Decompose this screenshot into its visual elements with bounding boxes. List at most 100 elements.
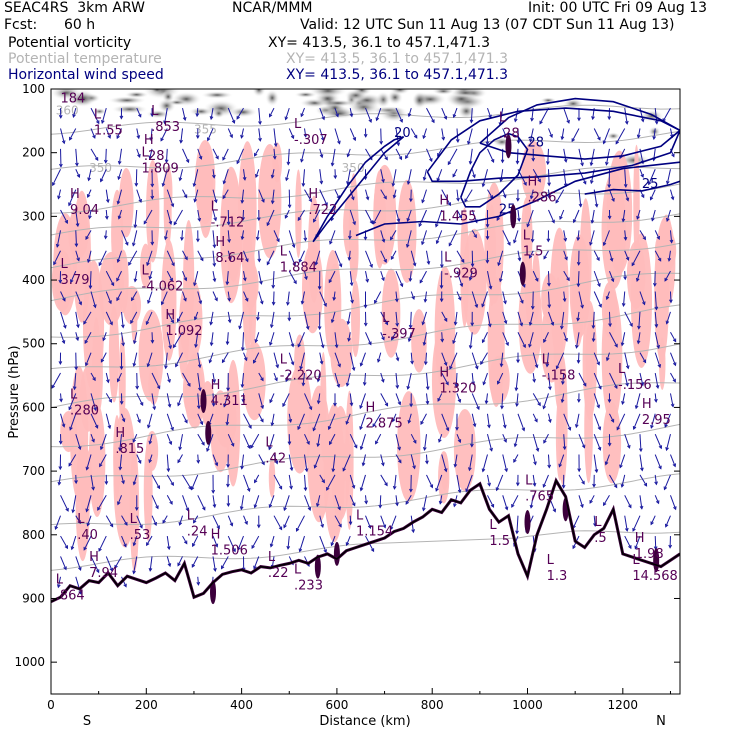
wind-vector-head — [555, 365, 560, 370]
extremum-label: H.28 — [144, 133, 165, 164]
wind-vector — [210, 332, 214, 346]
wind-vector-head — [455, 139, 460, 144]
wind-vector-head — [74, 243, 79, 248]
wind-vector-head — [192, 183, 197, 188]
wind-vector-head — [274, 377, 278, 382]
wind-vector-head — [173, 221, 178, 226]
wind-vector-head — [132, 481, 137, 486]
wind-vector — [60, 535, 68, 549]
wind-vector — [223, 393, 229, 407]
wind-vector-head — [137, 153, 141, 158]
wind-vector — [209, 352, 214, 363]
wind-vector-head — [214, 543, 219, 548]
wind-vector — [469, 332, 473, 349]
wind-vector — [563, 148, 567, 162]
wind-vector — [349, 271, 353, 286]
wind-vector-head — [670, 403, 675, 408]
wind-vector — [633, 413, 641, 430]
wind-vector-head — [91, 438, 95, 443]
wind-vector-head — [83, 546, 87, 551]
extremum-value: 14.568 — [632, 569, 678, 584]
wind-vector-head — [223, 403, 227, 408]
wind-vector — [212, 556, 216, 572]
wind-vector-head — [197, 217, 202, 222]
wind-vector — [57, 189, 62, 199]
wind-vector-head — [132, 340, 137, 345]
wind-vector-head — [271, 301, 276, 306]
wind-vector — [288, 250, 296, 266]
x-tick-label: 200 — [135, 698, 158, 712]
wind-vector — [502, 454, 508, 472]
wind-vector-head — [245, 258, 249, 263]
wind-vector-head — [150, 339, 155, 344]
pv-positive-patch — [198, 149, 214, 239]
wind-vector-head — [364, 500, 369, 505]
wind-vector — [60, 393, 62, 402]
wind-vector-head — [399, 283, 404, 288]
wind-vector-head — [231, 119, 236, 124]
wind-vector-head — [657, 364, 662, 369]
wind-vector-head — [365, 278, 370, 283]
wind-vector — [241, 454, 245, 469]
wind-vector-head — [418, 223, 422, 228]
wind-vector — [136, 454, 142, 464]
wind-vector — [426, 250, 430, 265]
wind-vector-head — [611, 198, 615, 203]
wind-vector-head — [104, 481, 109, 486]
wind-vector — [243, 474, 250, 492]
wind-vector — [639, 372, 644, 386]
wind-vector — [486, 413, 490, 428]
extremum-value: .28 — [499, 127, 520, 142]
wind-vector-head — [456, 197, 460, 202]
pv-dark-blob — [205, 420, 212, 445]
wind-vector — [287, 536, 290, 549]
wind-vector-head — [576, 237, 581, 242]
wind-vector — [456, 270, 463, 287]
wind-vector-head — [632, 527, 636, 532]
wind-vector — [456, 433, 461, 443]
wind-vector-head — [206, 447, 210, 453]
wind-vector-head — [196, 581, 201, 586]
wind-vector — [117, 169, 123, 180]
wind-vector-head — [229, 134, 233, 139]
wind-vector — [182, 495, 189, 511]
wind-vector-head — [101, 119, 105, 124]
wind-vector — [395, 311, 398, 326]
wind-vector-head — [632, 426, 637, 431]
wind-vector — [182, 189, 188, 198]
wind-vector-head — [657, 257, 662, 262]
wind-vector — [192, 535, 199, 547]
wind-vector — [636, 270, 641, 282]
wind-vector-head — [453, 463, 458, 468]
wind-vector-head — [529, 195, 534, 200]
wind-vector — [380, 189, 387, 200]
wind-vector-head — [503, 320, 508, 325]
wind-vector — [328, 413, 336, 430]
wind-vector — [254, 148, 260, 157]
wind-vector — [603, 128, 610, 144]
pv-high-shade — [212, 108, 225, 119]
wind-vector — [376, 107, 382, 121]
wind-vector — [380, 169, 385, 183]
wind-vector — [196, 108, 199, 117]
wind-vector — [532, 352, 538, 368]
wind-vector-head — [598, 303, 602, 308]
wind-vector — [90, 291, 96, 308]
pv-high-shade — [319, 99, 357, 107]
wind-vector — [485, 393, 488, 404]
wind-vector-head — [118, 466, 123, 471]
wind-vector-head — [474, 304, 479, 309]
wind-vector-head — [269, 543, 274, 548]
wind-vector — [71, 535, 77, 550]
wind-vector-head — [535, 447, 540, 452]
wind-vector-head — [88, 215, 92, 220]
extremum-value: .815 — [115, 442, 144, 457]
wind-vector-head — [658, 465, 662, 470]
wind-vector — [529, 250, 534, 259]
wind-vector-head — [516, 140, 521, 144]
wind-vector-head — [91, 486, 95, 491]
wind-vector — [212, 189, 217, 203]
wind-vector-head — [268, 113, 273, 118]
wind-vector-head — [485, 141, 490, 146]
wind-vector-head — [148, 459, 152, 464]
